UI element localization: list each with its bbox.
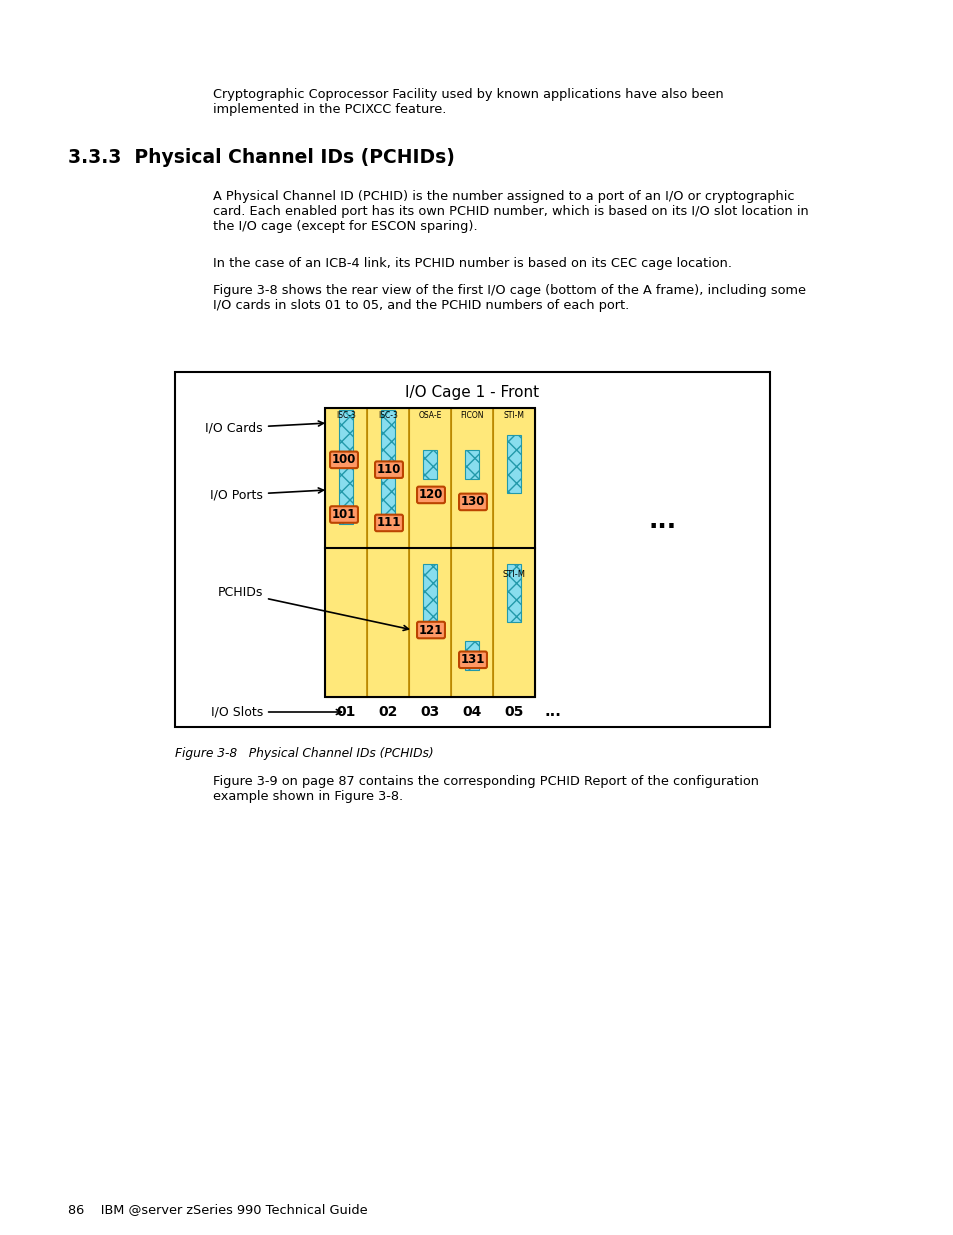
- Bar: [465, 450, 478, 478]
- Bar: [381, 410, 395, 468]
- Bar: [465, 641, 478, 669]
- Bar: [423, 564, 436, 621]
- Text: A Physical Channel ID (PCHID) is the number assigned to a port of an I/O or cryp: A Physical Channel ID (PCHID) is the num…: [213, 190, 808, 233]
- Text: Figure 3-8   Physical Channel IDs (PCHIDs): Figure 3-8 Physical Channel IDs (PCHIDs): [174, 747, 434, 760]
- Text: ISC-3: ISC-3: [335, 410, 355, 420]
- Text: ISC-3: ISC-3: [377, 410, 397, 420]
- Text: 111: 111: [376, 516, 401, 530]
- Bar: [325, 408, 535, 697]
- Text: Figure 3-9 on page 87 contains the corresponding PCHID Report of the configurati: Figure 3-9 on page 87 contains the corre…: [213, 776, 759, 803]
- Bar: [423, 450, 436, 478]
- Text: I/O Cards: I/O Cards: [205, 421, 323, 435]
- Text: 120: 120: [418, 488, 443, 501]
- Bar: [493, 408, 535, 697]
- Text: Figure 3-8 shows the rear view of the first I/O cage (bottom of the A frame), in: Figure 3-8 shows the rear view of the fi…: [213, 284, 805, 312]
- Text: 100: 100: [332, 453, 355, 467]
- Text: I/O Slots: I/O Slots: [211, 705, 341, 719]
- Text: 86    IBM @server zSeries 990 Technical Guide: 86 IBM @server zSeries 990 Technical Gui…: [68, 1203, 367, 1216]
- Text: 131: 131: [460, 653, 485, 667]
- Text: Cryptographic Coprocessor Facility used by known applications have also been
imp: Cryptographic Coprocessor Facility used …: [213, 88, 723, 116]
- Text: ...: ...: [544, 704, 561, 720]
- Text: 01: 01: [336, 705, 355, 719]
- Text: OSA-E: OSA-E: [417, 410, 441, 420]
- Bar: [381, 466, 395, 524]
- Text: 121: 121: [418, 624, 443, 636]
- Bar: [451, 408, 493, 697]
- Text: 110: 110: [376, 463, 401, 477]
- Bar: [339, 410, 353, 468]
- Bar: [409, 408, 451, 697]
- Text: STI-M: STI-M: [503, 410, 524, 420]
- Text: 101: 101: [332, 508, 355, 521]
- Bar: [507, 435, 520, 493]
- Text: I/O Ports: I/O Ports: [210, 488, 323, 501]
- Text: 02: 02: [378, 705, 397, 719]
- Bar: [325, 408, 367, 697]
- Bar: [507, 564, 520, 621]
- Text: 130: 130: [460, 495, 485, 509]
- Text: FICON: FICON: [459, 410, 483, 420]
- Text: ...: ...: [648, 509, 677, 534]
- Text: PCHIDs: PCHIDs: [217, 587, 408, 630]
- Bar: [174, 372, 769, 727]
- Text: In the case of an ICB-4 link, its PCHID number is based on its CEC cage location: In the case of an ICB-4 link, its PCHID …: [213, 257, 731, 270]
- Text: I/O Cage 1 - Front: I/O Cage 1 - Front: [405, 384, 539, 399]
- Bar: [367, 408, 409, 697]
- Bar: [339, 466, 353, 524]
- Text: STI-M: STI-M: [502, 571, 525, 579]
- Text: 04: 04: [462, 705, 481, 719]
- Text: 05: 05: [504, 705, 523, 719]
- Text: 3.3.3  Physical Channel IDs (PCHIDs): 3.3.3 Physical Channel IDs (PCHIDs): [68, 148, 455, 167]
- Text: 03: 03: [420, 705, 439, 719]
